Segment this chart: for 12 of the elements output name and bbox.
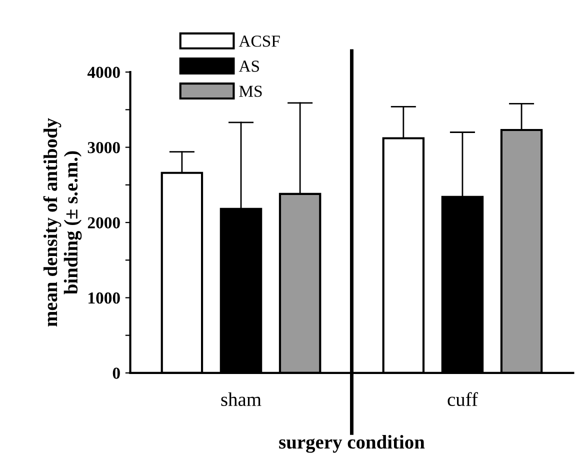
y-tick-label: 3000	[88, 142, 120, 154]
x-tick-label: cuff	[448, 392, 478, 406]
y-tick-label: 1000	[88, 292, 120, 304]
x-axis-title: surgery condition	[279, 435, 425, 453]
y-tick-label: 4000	[87, 66, 120, 78]
legend-label: ACSF	[238, 36, 280, 47]
x-tick-label: sham	[221, 392, 262, 406]
legend-label: AS	[238, 60, 259, 72]
y-axis-title: mean density of antibody binding (± s.e.m.)	[43, 118, 82, 327]
y-tick-label: 2000	[88, 217, 120, 228]
y-tick-label: 0	[112, 368, 120, 379]
legend-label: MS	[239, 86, 262, 97]
